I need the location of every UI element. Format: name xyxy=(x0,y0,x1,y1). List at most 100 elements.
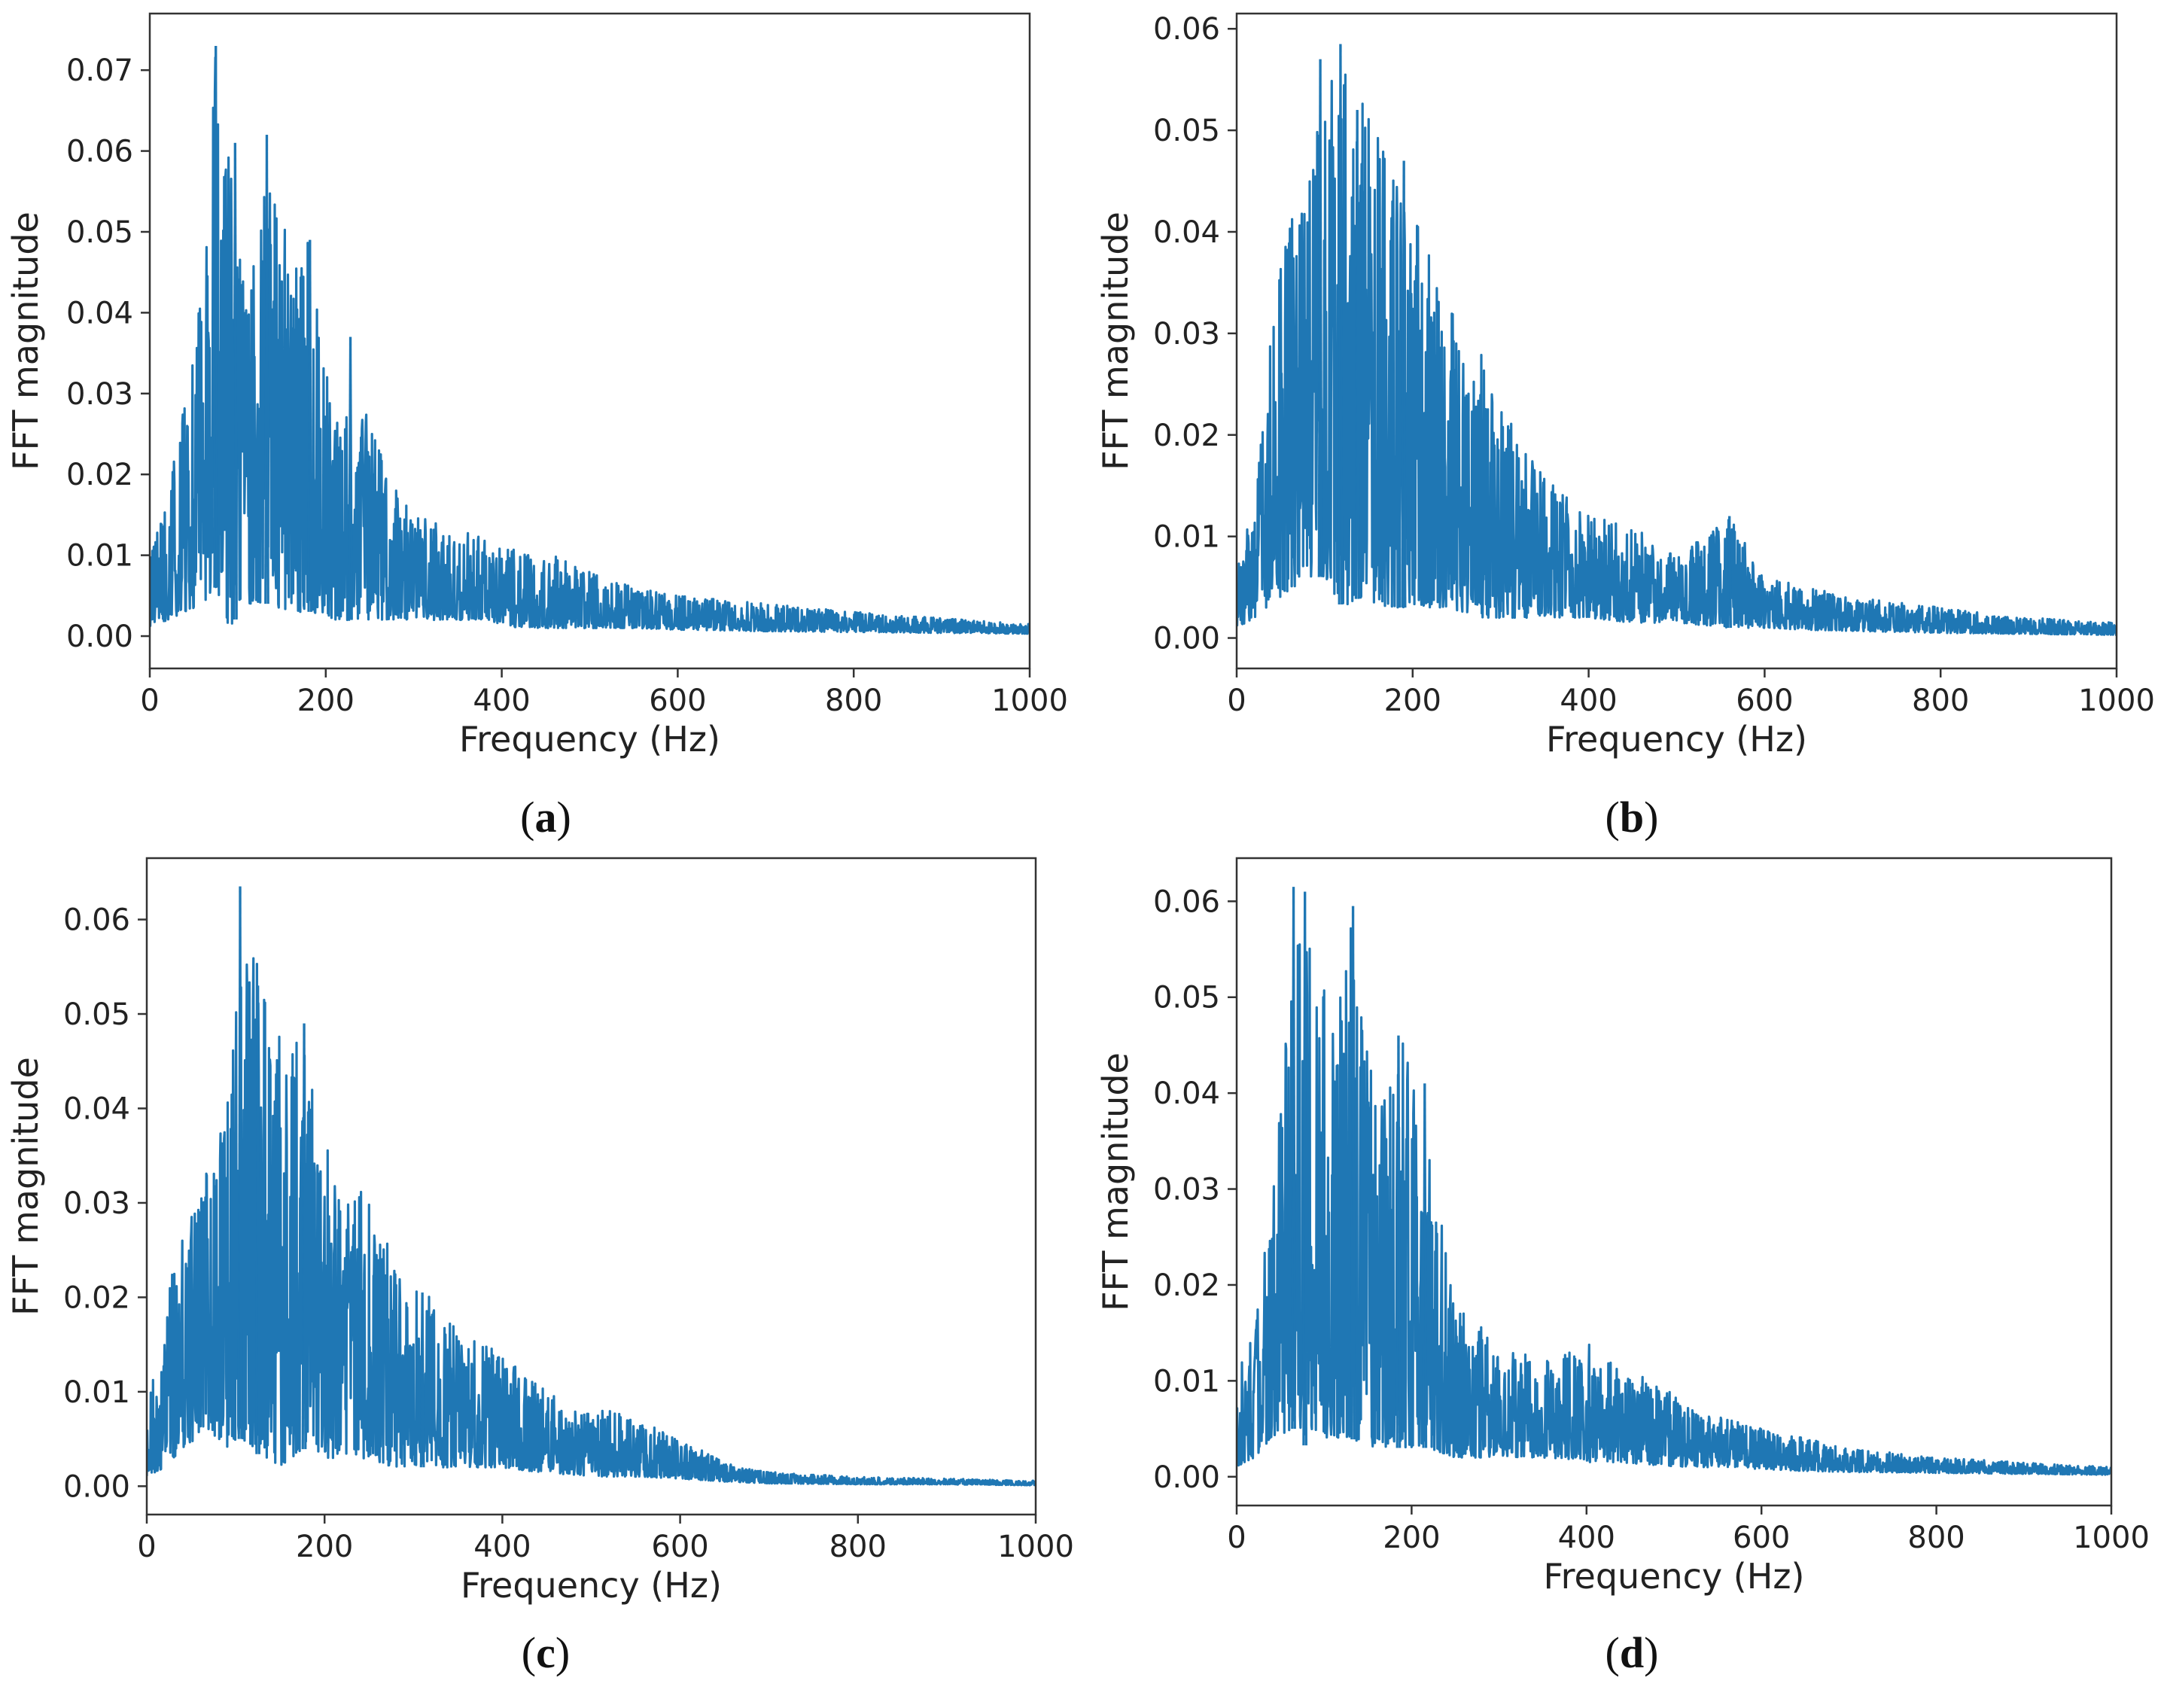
y-tick-label-c-1: 0.01 xyxy=(63,1375,130,1410)
y-axis-label-b: FFT magnitude xyxy=(1095,212,1136,470)
peak-d-0-fall xyxy=(1292,887,1296,1429)
peak-b-1-fall xyxy=(1339,44,1344,605)
y-tick-label-a-7: 0.07 xyxy=(66,53,133,88)
x-axis-label-a: Frequency (Hz) xyxy=(459,719,720,760)
panel-caption-letter-c: c xyxy=(536,1628,555,1677)
x-tick-label-c-3: 600 xyxy=(651,1530,708,1564)
peak-a-0-fall xyxy=(215,45,219,588)
x-tick-label-b-3: 600 xyxy=(1736,684,1793,718)
peak-c-1-fall xyxy=(257,985,260,1454)
y-axis-label-a: FFT magnitude xyxy=(5,212,46,470)
x-tick-label-a-4: 800 xyxy=(825,684,882,718)
y-tick-label-d-5: 0.05 xyxy=(1153,981,1220,1015)
axes-frame-b xyxy=(1235,12,2118,670)
y-tick-label-c-4: 0.04 xyxy=(63,1091,130,1126)
series-line-d xyxy=(1237,927,2111,1476)
x-tick-label-d-0: 0 xyxy=(1227,1521,1246,1555)
x-tick-label-a-0: 0 xyxy=(140,684,159,718)
x-tick-label-d-1: 200 xyxy=(1383,1521,1440,1555)
peak-b-4-fall xyxy=(1728,516,1732,629)
x-tick-label-a-3: 600 xyxy=(649,684,706,718)
x-tick-label-b-4: 800 xyxy=(1912,684,1969,718)
y-tick-label-d-6: 0.06 xyxy=(1153,884,1220,919)
y-tick-label-a-2: 0.02 xyxy=(66,458,133,492)
peak-d-2-fall xyxy=(1351,906,1356,1440)
x-tick-label-a-2: 400 xyxy=(473,684,530,718)
peak-b-3-fall xyxy=(1402,160,1407,608)
peak-d-1-fall xyxy=(1304,891,1307,1446)
peak-c-2-fall xyxy=(303,1023,307,1450)
x-tick-label-c-1: 200 xyxy=(296,1530,353,1564)
panel-caption-letter-a: a xyxy=(535,793,557,842)
y-tick-label-d-1: 0.01 xyxy=(1153,1364,1220,1399)
x-tick-label-b-0: 0 xyxy=(1227,684,1246,718)
y-tick-label-a-1: 0.01 xyxy=(66,539,133,574)
y-tick-label-c-2: 0.02 xyxy=(63,1280,130,1315)
x-axis-label-b: Frequency (Hz) xyxy=(1546,719,1807,760)
x-tick-label-d-3: 600 xyxy=(1733,1521,1790,1555)
y-tick-label-c-0: 0.00 xyxy=(63,1469,130,1504)
y-tick-label-a-4: 0.04 xyxy=(66,296,133,330)
panel-caption-letter-b: b xyxy=(1620,793,1644,842)
axes-frame-c xyxy=(145,857,1037,1516)
x-tick-label-d-4: 800 xyxy=(1907,1521,1965,1555)
y-axis-label-c: FFT magnitude xyxy=(5,1057,46,1316)
series-line-c xyxy=(147,957,1036,1487)
panel-caption-d: (d) xyxy=(1605,1628,1659,1677)
peak-d-3-fall xyxy=(1397,1035,1402,1448)
axes-frame-a xyxy=(148,12,1031,670)
y-tick-label-c-5: 0.05 xyxy=(63,997,130,1032)
x-tick-label-a-1: 200 xyxy=(297,684,355,718)
x-tick-label-c-4: 800 xyxy=(829,1530,887,1564)
y-tick-label-b-2: 0.02 xyxy=(1153,419,1220,453)
peak-c-3-fall xyxy=(421,1292,425,1468)
y-tick-label-b-4: 0.04 xyxy=(1153,215,1220,250)
y-tick-label-b-1: 0.01 xyxy=(1153,520,1220,555)
x-tick-label-a-5: 1000 xyxy=(991,684,1068,718)
panel-caption-c: (c) xyxy=(522,1628,570,1677)
chart-panel-b: 0 200 400 600 800 1000 0.00 0.01 0.02 0.03 0.04 0.0… xyxy=(1095,12,2155,842)
y-tick-label-a-3: 0.03 xyxy=(66,377,133,412)
panel-caption-letter-d: d xyxy=(1620,1628,1644,1677)
y-tick-label-d-3: 0.03 xyxy=(1153,1173,1220,1207)
peak-d-4-fall xyxy=(1423,1083,1428,1448)
x-tick-label-c-2: 400 xyxy=(473,1530,531,1564)
series-line-b xyxy=(1237,73,2117,636)
axes-frame-d xyxy=(1235,857,2113,1507)
panel-caption-a: (a) xyxy=(520,793,571,842)
x-tick-label-c-5: 1000 xyxy=(997,1530,1074,1564)
chart-panel-a: 0 200 400 600 800 1000 0.00 0.01 0.02 0.03 0.04 0.0… xyxy=(5,12,1068,842)
x-tick-label-b-2: 400 xyxy=(1560,684,1617,718)
x-tick-label-c-0: 0 xyxy=(137,1530,156,1564)
x-tick-label-d-2: 400 xyxy=(1558,1521,1615,1555)
y-tick-label-b-5: 0.05 xyxy=(1153,114,1220,148)
y-tick-label-d-4: 0.04 xyxy=(1153,1076,1220,1111)
peak-a-4-fall xyxy=(348,336,353,620)
y-tick-label-b-6: 0.06 xyxy=(1153,12,1220,47)
x-axis-label-d: Frequency (Hz) xyxy=(1544,1556,1805,1597)
y-tick-label-b-0: 0.00 xyxy=(1153,622,1220,656)
y-tick-label-a-5: 0.05 xyxy=(66,215,133,250)
x-tick-label-d-5: 1000 xyxy=(2073,1521,2150,1555)
peak-a-3-fall xyxy=(309,239,313,612)
peak-b-2-fall xyxy=(1356,110,1360,599)
peak-b-0-fall xyxy=(1319,59,1323,577)
y-tick-label-a-6: 0.06 xyxy=(66,135,133,169)
peak-a-2-fall xyxy=(265,135,269,604)
y-tick-label-c-6: 0.06 xyxy=(63,903,130,938)
x-axis-label-c: Frequency (Hz) xyxy=(461,1565,722,1606)
series-line-a xyxy=(150,56,1030,635)
y-tick-label-d-0: 0.00 xyxy=(1153,1460,1220,1495)
y-tick-label-b-3: 0.03 xyxy=(1153,317,1220,352)
peak-c-0-fall xyxy=(239,886,243,1439)
y-axis-label-d: FFT magnitude xyxy=(1095,1052,1136,1311)
chart-panel-c: 0 200 400 600 800 1000 0.00 0.01 0.02 0.03 0.04 0.0… xyxy=(5,857,1074,1677)
y-tick-label-a-0: 0.00 xyxy=(66,620,133,654)
peak-a-1-fall xyxy=(233,142,238,620)
x-tick-label-b-1: 200 xyxy=(1384,684,1441,718)
x-tick-label-b-5: 1000 xyxy=(2078,684,2155,718)
y-tick-label-c-3: 0.03 xyxy=(63,1186,130,1221)
chart-panel-d: 0 200 400 600 800 1000 0.00 0.01 0.02 0.03 0.04 0.0… xyxy=(1095,857,2150,1677)
panel-caption-b: (b) xyxy=(1605,793,1659,842)
